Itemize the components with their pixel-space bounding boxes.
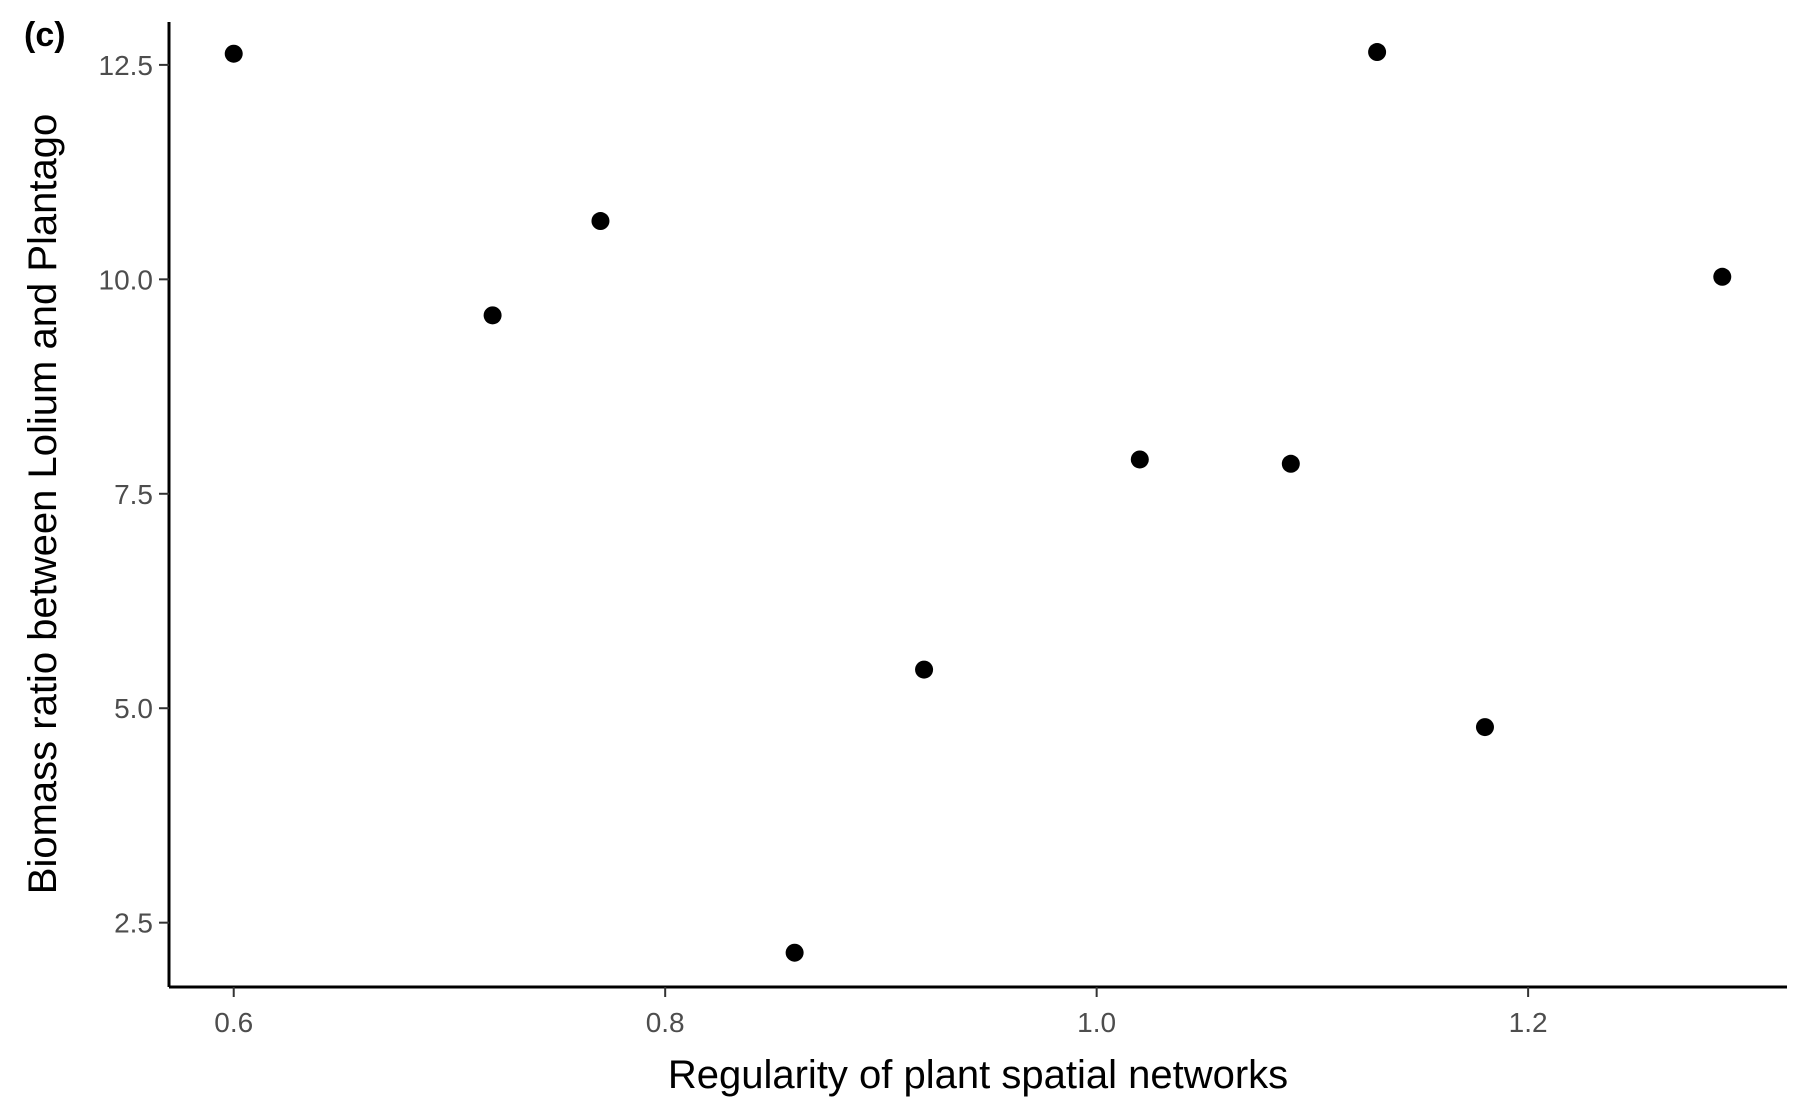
x-axis-title: Regularity of plant spatial networks — [668, 1053, 1288, 1097]
data-point — [483, 306, 502, 325]
data-point — [1281, 454, 1300, 473]
y-tick-label: 5.0 — [114, 693, 153, 724]
data-point — [915, 660, 934, 679]
y-tick-label: 7.5 — [114, 479, 153, 510]
x-ticks: 0.6 0.8 1.0 1.2 — [214, 987, 1548, 1038]
data-point — [1475, 718, 1494, 737]
x-tick-label: 1.2 — [1509, 1007, 1548, 1038]
y-tick-label: 10.0 — [99, 264, 154, 295]
y-tick-label: 12.5 — [99, 50, 154, 81]
y-ticks: 2.5 5.0 7.5 10.0 12.5 — [99, 50, 169, 939]
data-point — [591, 212, 610, 231]
data-point — [785, 943, 804, 962]
x-tick-label: 0.6 — [214, 1007, 253, 1038]
data-point — [224, 44, 243, 63]
data-point — [1713, 267, 1732, 286]
y-tick-label: 2.5 — [114, 908, 153, 939]
panel-label: (c) — [24, 16, 66, 54]
x-tick-label: 0.8 — [646, 1007, 685, 1038]
data-point — [1368, 43, 1387, 62]
x-tick-label: 1.0 — [1077, 1007, 1116, 1038]
data-point — [1130, 450, 1149, 469]
data-points — [224, 43, 1732, 962]
y-axis-title: Biomass ratio between Lolium and Plantag… — [21, 114, 65, 894]
